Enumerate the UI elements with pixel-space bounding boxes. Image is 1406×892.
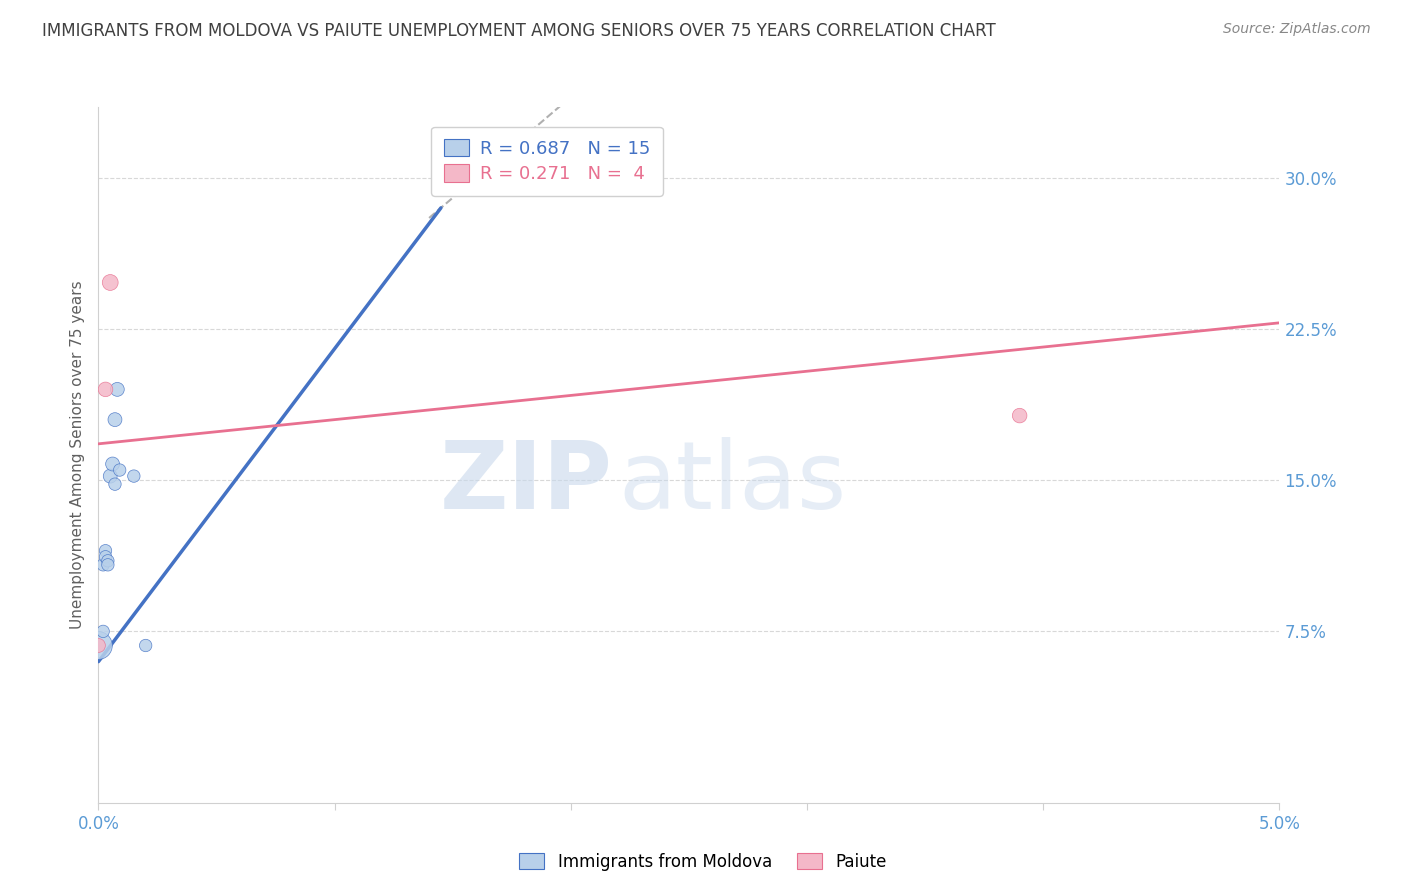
Point [108,463,131,477]
Point [94,549,117,564]
Text: Source: ZipAtlas.com: Source: ZipAtlas.com [1223,22,1371,37]
Point [94,543,117,558]
Point [91,558,114,572]
Point [87,639,110,653]
Point [94,383,117,397]
Point [135,639,157,653]
Point [98,469,121,483]
Point [1008,409,1031,423]
Point [87,639,110,653]
Text: ZIP: ZIP [439,437,612,529]
Point [97,554,120,568]
Text: atlas: atlas [619,437,846,529]
Point [105,383,128,397]
Point [98,276,121,290]
Legend: Immigrants from Moldova, Paiute: Immigrants from Moldova, Paiute [510,845,896,880]
Y-axis label: Unemployment Among Seniors over 75 years: Unemployment Among Seniors over 75 years [69,281,84,629]
Legend: R = 0.687   N = 15, R = 0.271   N =  4: R = 0.687 N = 15, R = 0.271 N = 4 [432,127,664,195]
Text: IMMIGRANTS FROM MOLDOVA VS PAIUTE UNEMPLOYMENT AMONG SENIORS OVER 75 YEARS CORRE: IMMIGRANTS FROM MOLDOVA VS PAIUTE UNEMPL… [42,22,995,40]
Point [122,469,145,483]
Point [91,624,114,639]
Point [97,558,120,572]
Point [104,477,127,491]
Point [101,457,124,471]
Point [104,412,127,426]
